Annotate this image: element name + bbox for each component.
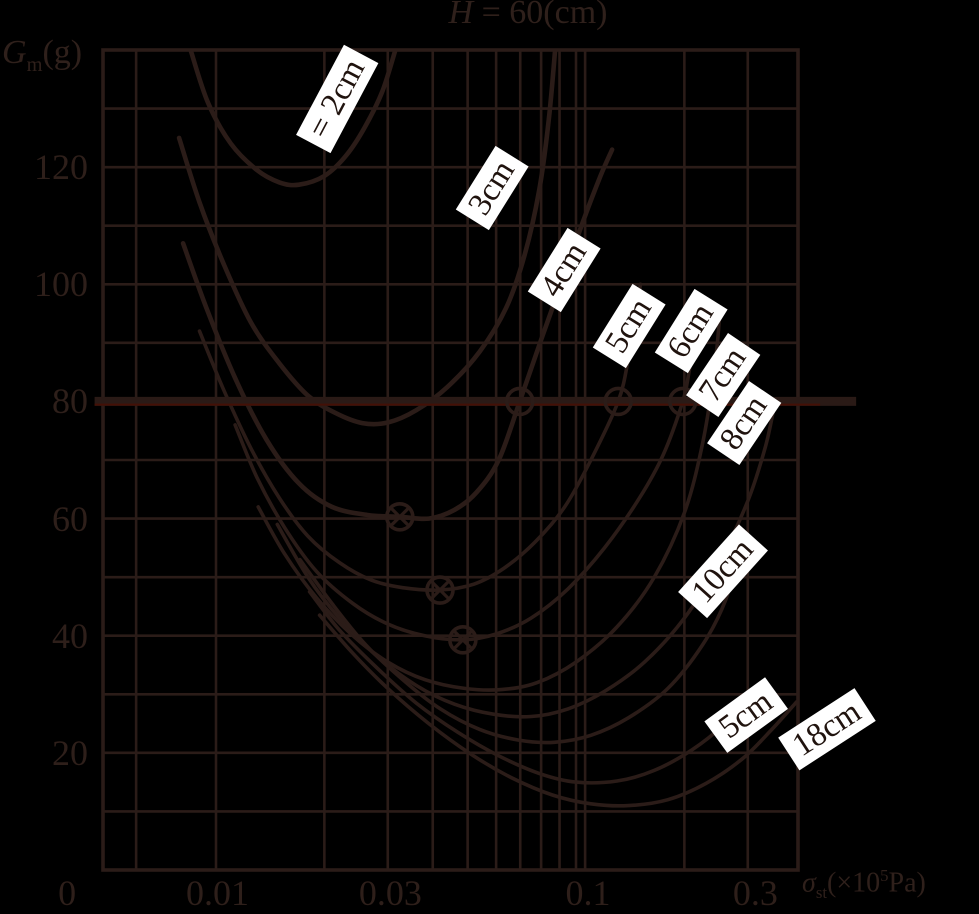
marker-circle — [425, 575, 455, 605]
marker-circle — [504, 386, 535, 417]
curve-15cm — [307, 590, 753, 785]
curve-10cm — [298, 557, 736, 745]
marker-x-stroke — [453, 630, 473, 650]
curve-3cm — [176, 50, 558, 427]
marker-circle — [603, 386, 634, 417]
marker-x-stroke — [390, 507, 410, 527]
curves-group — [176, 50, 798, 808]
marker-circle — [384, 502, 415, 532]
curve-2cm — [188, 50, 398, 188]
curve-18cm — [317, 613, 798, 808]
marker-circle — [448, 625, 478, 655]
curve-6cm — [233, 346, 695, 642]
curve-4cm — [180, 147, 615, 522]
plot-border — [101, 48, 800, 872]
curve-7cm — [256, 311, 722, 692]
marker-x-stroke — [430, 580, 450, 600]
